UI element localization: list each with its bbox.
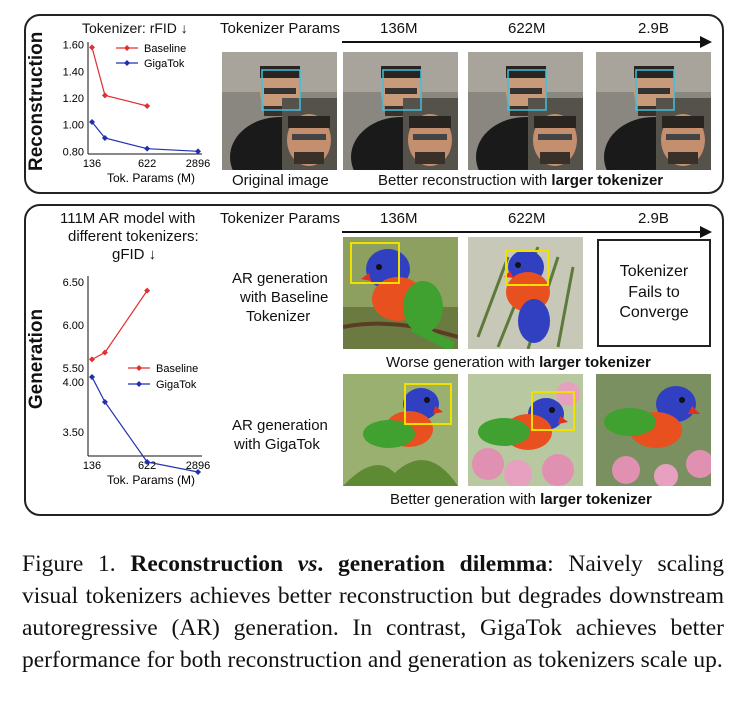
gfid-point-gigatok [144, 459, 151, 465]
rfid-legend-marker [124, 60, 130, 66]
top-bottom-note-prefix: Better reconstruction with [378, 172, 552, 189]
rfid-y-tick-label: 1.40 [63, 66, 84, 78]
rfid-point-baseline [101, 92, 108, 99]
fail-line-1: Tokenizer [619, 262, 689, 280]
top-size-136m: 136M [380, 20, 418, 37]
caption-bold-a: Reconstruction [130, 551, 298, 577]
top-bottom-note: Better reconstruction with larger tokeni… [378, 172, 663, 189]
bottom-params-arrow [342, 231, 702, 233]
rfid-legend-label: GigaTok [144, 58, 185, 70]
original-portrait-image [222, 52, 337, 170]
bottom-size-136m: 136M [380, 210, 418, 227]
gfid-y-tick-label: 3.50 [63, 427, 84, 439]
reconstruction-side-label: Reconstruction [26, 31, 47, 171]
gfid-series-line-gigatok [91, 376, 199, 473]
gfid-title-line-1: 111M AR model with [60, 210, 196, 227]
baseline-row-label-3: Tokenizer [246, 308, 311, 325]
bottom-params-label: Tokenizer Params [220, 210, 341, 227]
gfid-x-tick-label: 136 [83, 460, 101, 472]
gfid-legend-marker [136, 365, 142, 371]
rfid-point-baseline [89, 44, 95, 51]
gigatok-row-label-2: with GigaTok [234, 436, 320, 453]
gfid-legend-label: Baseline [156, 363, 198, 375]
rfid-legend-label: Baseline [144, 43, 186, 55]
rfid-series-line-baseline [91, 47, 148, 107]
gfid-point-gigatok [195, 469, 201, 475]
row1-note: Worse generation with larger tokenizer [386, 354, 651, 371]
rfid-point-gigatok [195, 148, 201, 155]
baseline-gen-622m-image [468, 237, 583, 349]
fail-line-2: Fails to [628, 283, 680, 301]
gfid-x-tick-label: 2896 [186, 460, 210, 472]
gfid-y-tick-label: 5.50 [63, 363, 84, 375]
rfid-chart: 0.80 1.00 1.20 1.40 1.60 136 622 2896 Tok. Param… [50, 36, 218, 192]
bottom-params-arrow-head [700, 226, 712, 238]
gfid-title-line-2: different tokenizers: [68, 228, 199, 245]
gfid-point-baseline [144, 287, 151, 294]
row2-note-prefix: Better generation with [390, 491, 541, 508]
gigatok-gen-622m-image [468, 374, 583, 486]
rfid-y-tick-label: 0.80 [63, 146, 84, 158]
caption-rest: : Naively scaling visual tokenizers achi… [22, 551, 725, 673]
caption-bold-vs: vs [297, 551, 318, 577]
caption-bold-b: . generation dilemma [317, 551, 548, 577]
top-size-622m: 622M [508, 20, 546, 37]
reconstruction-622m-image [468, 52, 583, 170]
row2-note: Better generation with larger tokenizer [390, 491, 652, 508]
top-size-2-9b: 2.9B [638, 20, 669, 37]
reconstruction-136m-image [343, 52, 458, 170]
gfid-y-tick-label: 6.50 [63, 277, 84, 289]
figure-caption: Figure 1. Reconstruction vs. generation … [22, 548, 724, 676]
rfid-y-tick-label: 1.00 [63, 120, 84, 132]
baseline-gen-136m-image [343, 237, 458, 349]
gfid-point-baseline [101, 349, 108, 356]
top-bottom-note-bold: larger tokenizer [551, 172, 664, 189]
rfid-point-gigatok [144, 145, 151, 152]
gfid-legend-label: GigaTok [156, 379, 197, 391]
top-params-arrow [342, 41, 702, 43]
bottom-size-622m: 622M [508, 210, 546, 227]
row2-note-bold: larger tokenizer [540, 491, 652, 508]
gfid-series-line-baseline [91, 290, 148, 360]
rfid-chart-title: Tokenizer: rFID ↓ [82, 20, 188, 36]
caption-lead: Figure 1. [22, 551, 131, 577]
tokenizer-fails-box: Tokenizer Fails to Converge [597, 239, 711, 347]
rfid-y-tick-label: 1.20 [63, 93, 84, 105]
gigatok-gen-2-9b-image [596, 374, 711, 486]
generation-side-label: Generation [26, 308, 47, 410]
gigatok-gen-136m-image [343, 374, 458, 486]
gfid-point-gigatok [89, 374, 95, 380]
gfid-legend-marker [136, 381, 142, 387]
gigatok-row-label-1: AR generation [232, 417, 328, 434]
rfid-y-tick-label: 1.60 [63, 40, 84, 52]
baseline-row-label-2: with Baseline [240, 289, 329, 306]
rfid-point-gigatok [101, 135, 108, 141]
top-params-arrow-head [700, 36, 712, 48]
rfid-x-tick-label: 622 [138, 158, 156, 170]
bottom-size-2-9b: 2.9B [638, 210, 669, 227]
gfid-y-tick-label: 4.00 [63, 377, 84, 389]
baseline-row-label-1: AR generation [232, 270, 328, 287]
gfid-x-axis-label: Tok. Params (M) [107, 473, 195, 487]
row1-note-bold: larger tokenizer [539, 354, 651, 371]
original-image-label: Original image [232, 172, 329, 189]
rfid-x-axis-label: Tok. Params (M) [107, 171, 195, 185]
rfid-point-baseline [144, 103, 151, 109]
gfid-title-line-3: gFID ↓ [112, 246, 157, 263]
rfid-x-tick-label: 2896 [186, 158, 210, 170]
rfid-point-gigatok [89, 119, 95, 125]
rfid-series-line-gigatok [91, 121, 199, 152]
rfid-legend-marker [124, 45, 130, 51]
top-params-label: Tokenizer Params [220, 20, 341, 37]
gfid-y-tick-label: 6.00 [63, 320, 84, 332]
gfid-point-gigatok [101, 399, 108, 405]
row1-note-prefix: Worse generation with [386, 354, 540, 371]
fail-line-3: Converge [619, 304, 689, 322]
rfid-x-tick-label: 136 [83, 158, 101, 170]
gfid-chart: 3.50 4.00 5.50 6.00 6.50 136 622 2896 Tok. Param… [50, 270, 218, 494]
gfid-point-baseline [89, 356, 95, 363]
reconstruction-2-9b-image [596, 52, 711, 170]
